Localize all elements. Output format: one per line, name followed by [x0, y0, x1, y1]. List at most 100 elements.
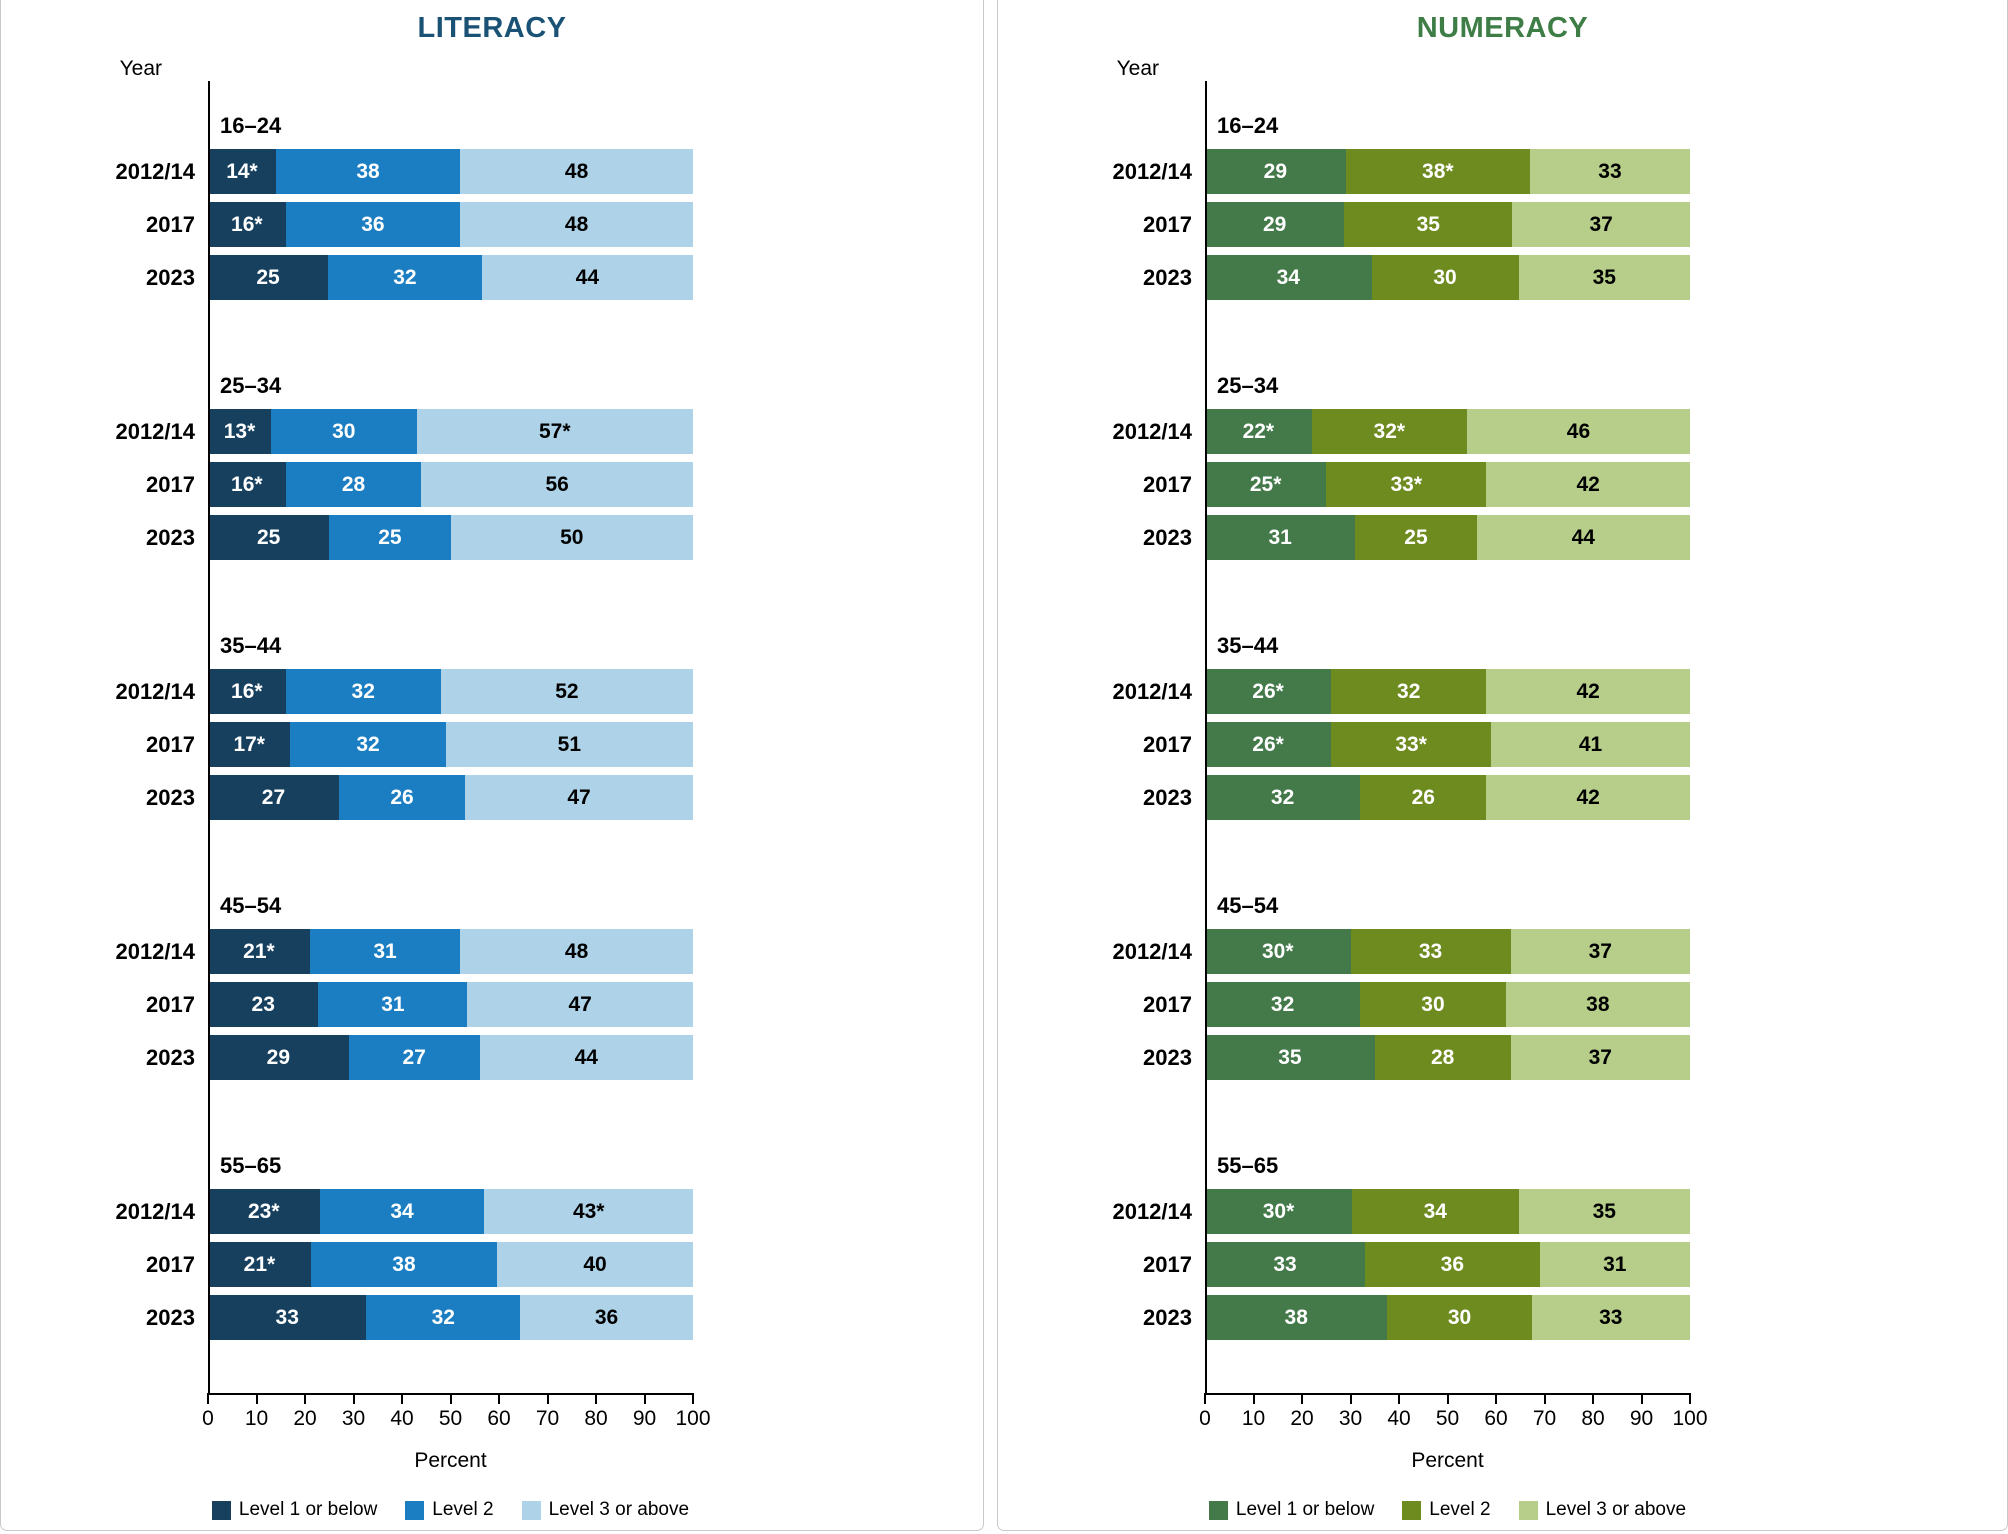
age-group-heading: 35–44	[220, 633, 282, 658]
bar-segment-level2: 26	[338, 775, 466, 820]
bar-value-label: 29	[1262, 212, 1287, 236]
bar-value-label: 36	[1440, 1252, 1465, 1276]
age-group-heading: 16–24	[1217, 113, 1279, 138]
bar-segment-level1: 32	[1205, 982, 1361, 1027]
x-axis-tick	[1543, 1395, 1546, 1404]
stacked-bar: 33 32 36	[208, 1295, 693, 1340]
bar-segment-level1: 33	[208, 1295, 367, 1340]
bar-value-label: 52	[555, 679, 579, 703]
stacked-bar: 23* 34 43*	[208, 1189, 693, 1234]
bar-row: 2023 31 25 44	[998, 511, 2007, 564]
legend-swatch-level2	[405, 1500, 425, 1520]
bar-segment-level1: 13*	[208, 409, 272, 454]
year-label: 2023	[1143, 264, 1192, 290]
age-group: 25–34 2012/14 13* 30 57* 2017 16* 28 56 2023 25 25 5…	[1, 341, 983, 564]
bar-row: 2012/14 16* 32 52	[1, 665, 983, 718]
bar-segment-level3: 35	[1518, 255, 1690, 300]
bar-segment-level2: 32	[285, 669, 441, 714]
year-label: 2023	[1143, 1044, 1192, 1070]
bar-segment-level2: 31	[309, 929, 461, 974]
bar-row: 2012/14 26* 32 42	[998, 665, 2007, 718]
bar-segment-level1: 26*	[1205, 722, 1332, 767]
bar-value-label: 30	[1433, 265, 1457, 289]
bar-segment-level2: 28	[285, 462, 422, 507]
x-axis-tick-label: 40	[1387, 1407, 1411, 1430]
x-axis-tick	[1592, 1395, 1594, 1404]
bar-segment-level2: 33*	[1331, 722, 1492, 767]
year-label: 2012/14	[1112, 158, 1192, 184]
x-axis-tick	[1495, 1395, 1497, 1404]
year-label: 2017	[146, 471, 195, 497]
legend-item: Level 2	[1402, 1499, 1491, 1521]
x-axis-tick-label: 60	[487, 1407, 511, 1430]
bar-segment-level1: 23*	[208, 1189, 320, 1234]
x-axis-tick	[1640, 1395, 1643, 1404]
literacy-x-axis: 0 10 20 30 40 50 60 70 80 90 100	[202, 1393, 711, 1439]
bar-value-label: 17*	[233, 732, 265, 756]
bar-segment-level3: 46	[1466, 409, 1690, 454]
bar-segment-level3: 36	[520, 1295, 693, 1340]
bar-segment-level2: 32	[290, 722, 446, 767]
bar-segment-level1: 25*	[1205, 462, 1327, 507]
bar-row: 2023 38 30 33	[998, 1291, 2007, 1344]
x-axis-tick-label: 40	[390, 1407, 414, 1430]
literacy-chart-area: 16–24 2012/14 14* 38 48 2017 16* 36 48 2023 25 32 44…	[1, 81, 983, 1393]
age-group: 55–65 2012/14 23* 34 43* 2017 21* 38 40 2023 33 32 3…	[1, 1121, 983, 1344]
bar-value-label: 30*	[1262, 1199, 1295, 1223]
stacked-bar: 16* 36 48	[208, 202, 693, 247]
bar-row: 2017 29 35 37	[998, 198, 2007, 251]
bar-value-label: 32*	[1373, 419, 1406, 443]
x-axis-tick	[207, 1395, 209, 1404]
bar-value-label: 48	[564, 939, 589, 963]
bar-value-label: 43*	[572, 1199, 605, 1223]
legend-swatch-level3	[1518, 1500, 1538, 1520]
x-axis-tick	[401, 1395, 403, 1404]
bar-segment-level2: 30	[271, 409, 417, 454]
year-label: 2012/14	[115, 158, 195, 184]
bar-segment-level2: 30	[1371, 255, 1519, 300]
x-axis-tick-label: 20	[1290, 1407, 1314, 1430]
bar-segment-level2: 38	[310, 1242, 498, 1287]
bar-value-label: 48	[564, 159, 589, 183]
bar-value-label: 25	[378, 525, 402, 549]
bar-row: 2017 25* 33* 42	[998, 458, 2007, 511]
bar-value-label: 23	[251, 992, 275, 1016]
year-label: 2023	[146, 264, 195, 290]
bar-segment-level3: 44	[1476, 515, 1690, 560]
legend-label: Level 1 or below	[238, 1499, 378, 1520]
bar-segment-level3: 31	[1539, 1242, 1690, 1287]
bar-segment-level3: 33	[1529, 149, 1690, 194]
legend-item: Level 2	[405, 1499, 494, 1521]
year-axis-header: Year	[119, 57, 162, 80]
y-axis-line	[208, 81, 210, 1393]
x-axis-tick-label: 80	[1581, 1407, 1605, 1430]
x-axis-tick-label: 60	[1484, 1407, 1508, 1430]
bar-value-label: 32	[1397, 679, 1421, 703]
bar-segment-level2: 28	[1374, 1035, 1511, 1080]
year-label: 2017	[146, 211, 195, 237]
bar-segment-level2: 30	[1387, 1295, 1532, 1340]
bar-value-label: 26*	[1252, 679, 1284, 703]
bar-value-label: 16*	[231, 212, 263, 236]
bar-value-label: 33*	[1395, 732, 1427, 756]
bar-segment-level3: 47	[465, 775, 693, 820]
bar-value-label: 57*	[539, 419, 571, 443]
x-axis-tick-label: 30	[341, 1407, 366, 1430]
bar-value-label: 50	[560, 525, 584, 549]
stacked-bar: 33 36 31	[1205, 1242, 1690, 1287]
stacked-bar: 25 32 44	[208, 255, 693, 300]
bar-segment-level1: 34	[1205, 255, 1372, 300]
bar-row: 2017 33 36 31	[998, 1238, 2007, 1291]
bar-segment-level3: 48	[460, 202, 693, 247]
bar-segment-level3: 37	[1512, 202, 1690, 247]
age-group: 16–24 2012/14 29 38* 33 2017 29 35 37 2023 34 30 35	[998, 81, 2007, 304]
bar-value-label: 26	[1411, 785, 1435, 809]
bar-value-label: 25	[256, 265, 280, 289]
x-axis-tick-label: 100	[675, 1407, 711, 1430]
bar-value-label: 37	[1588, 1045, 1612, 1069]
stacked-bar: 14* 38 48	[208, 149, 693, 194]
legend-label: Level 3 or above	[548, 1499, 690, 1520]
year-label: 2017	[146, 991, 195, 1017]
bar-segment-level2: 33*	[1326, 462, 1487, 507]
bar-value-label: 42	[1576, 785, 1600, 809]
